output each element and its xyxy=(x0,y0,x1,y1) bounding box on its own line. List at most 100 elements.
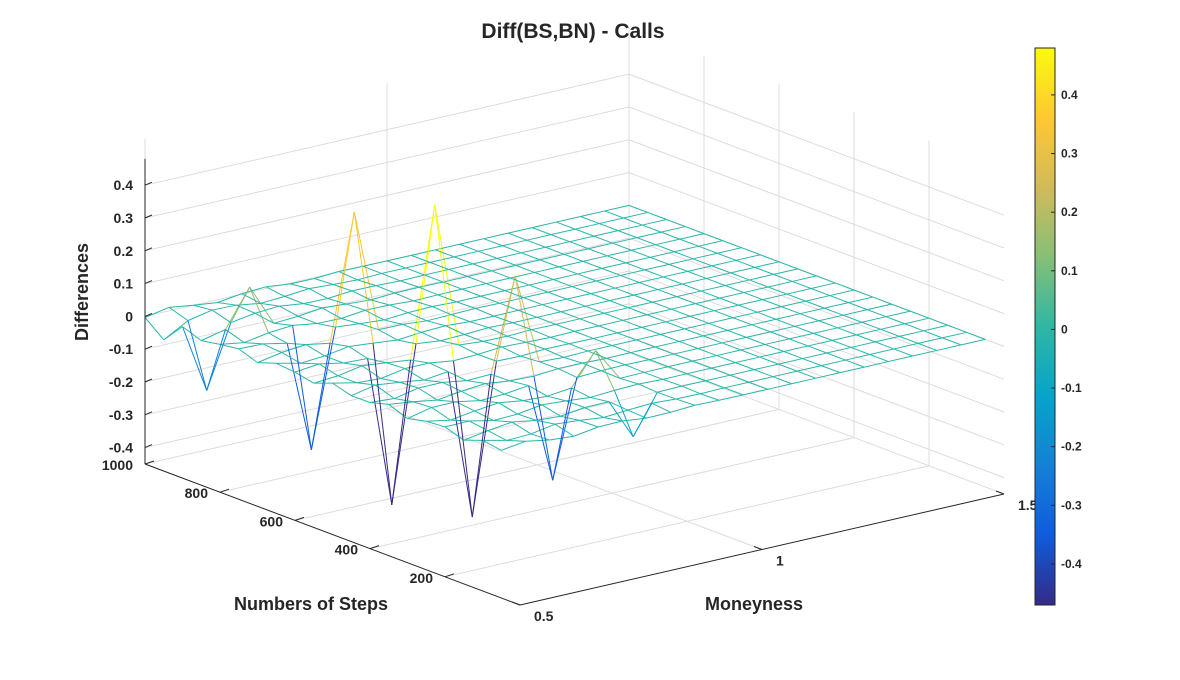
mesh-line xyxy=(692,355,717,362)
mesh-line xyxy=(646,411,671,419)
mesh-line xyxy=(539,356,564,363)
z-grid-line xyxy=(144,237,1005,380)
mesh-line xyxy=(580,210,605,217)
mesh-line xyxy=(483,232,509,240)
x-tick xyxy=(753,546,763,550)
mesh-line xyxy=(555,323,575,332)
mesh-line xyxy=(338,265,363,272)
mesh-line xyxy=(724,381,749,389)
mesh-line xyxy=(418,281,444,288)
mesh-line xyxy=(286,343,312,450)
mesh-line xyxy=(649,353,674,361)
mesh-line xyxy=(429,360,454,364)
mesh-line xyxy=(657,283,683,291)
mesh-line xyxy=(681,380,706,387)
mesh-line xyxy=(397,339,417,345)
mesh-line xyxy=(467,270,492,277)
mesh-line xyxy=(558,260,584,268)
mesh-line xyxy=(942,331,967,339)
mesh-line xyxy=(515,264,535,273)
mesh-line xyxy=(547,291,567,300)
mesh-line xyxy=(431,401,457,408)
mesh-line xyxy=(805,300,825,309)
mesh-line xyxy=(786,288,812,295)
mesh-line xyxy=(805,295,830,302)
mesh-line xyxy=(580,216,600,225)
mesh-line xyxy=(421,325,446,333)
mesh-line xyxy=(405,267,425,276)
mesh-line xyxy=(482,439,502,451)
mesh-line xyxy=(431,407,451,421)
mesh-line xyxy=(593,235,613,244)
mesh-line xyxy=(654,340,680,348)
mesh-line xyxy=(608,401,634,438)
mesh-line xyxy=(609,294,634,302)
axes: 0.5 1 1.5 200 400 600 800 1000-0.4 -0.3 -0.2 -0.1 0… xyxy=(102,158,1038,624)
z-grid-line xyxy=(144,336,1005,479)
mesh-line xyxy=(412,399,438,403)
mesh-line xyxy=(738,299,763,306)
mesh-line xyxy=(437,294,457,303)
mesh-line xyxy=(740,343,766,351)
mesh-line xyxy=(488,322,513,329)
mesh-line xyxy=(539,259,559,268)
mesh-line xyxy=(351,384,376,397)
mesh-line xyxy=(257,352,282,364)
mesh-line xyxy=(404,368,425,381)
mesh-line xyxy=(810,282,836,289)
mesh-line xyxy=(542,304,562,313)
mesh-line xyxy=(762,293,787,301)
mesh-line xyxy=(241,293,261,304)
mesh-line xyxy=(340,309,366,319)
mesh-line xyxy=(343,358,368,364)
mesh-line xyxy=(564,253,584,262)
colorbar: -0.4 -0.3 -0.2 -0.1 0 0.1 0.2 0.3 0.4 xyxy=(1034,47,1082,606)
mesh-line xyxy=(262,343,282,353)
mesh-line xyxy=(542,298,567,306)
mesh-line xyxy=(539,253,565,261)
mesh-line xyxy=(839,366,865,374)
mesh-line xyxy=(960,338,986,346)
mesh-line xyxy=(522,395,548,402)
mesh-line xyxy=(611,345,631,354)
mesh-line xyxy=(322,303,347,309)
mesh-line xyxy=(504,290,524,299)
mesh-line xyxy=(630,346,656,354)
mesh-line xyxy=(369,402,389,405)
mesh-line xyxy=(735,254,761,261)
mesh-line xyxy=(617,224,643,232)
mesh-line xyxy=(300,355,325,364)
mesh-line xyxy=(679,233,705,240)
mesh-line xyxy=(536,419,556,425)
mesh-line xyxy=(729,374,749,383)
mesh-line xyxy=(794,320,820,327)
mesh-line xyxy=(308,288,328,299)
mesh-line xyxy=(654,346,674,355)
mesh-line xyxy=(545,241,570,248)
mesh-line xyxy=(649,256,670,265)
mesh-line xyxy=(388,401,414,405)
mesh-line xyxy=(660,226,686,233)
floor-grid-line xyxy=(386,408,763,550)
mesh-line xyxy=(657,385,682,393)
mesh-line xyxy=(651,398,677,404)
mesh-line xyxy=(617,332,637,341)
colorbar-gradient xyxy=(1034,47,1056,606)
mesh-line xyxy=(389,300,414,306)
mesh-line xyxy=(316,317,342,324)
mesh-line xyxy=(217,293,242,303)
mesh-line xyxy=(642,224,662,233)
mesh-line xyxy=(506,439,526,442)
mesh-line xyxy=(335,323,360,328)
mesh-line xyxy=(561,311,581,320)
mesh-line xyxy=(429,362,449,373)
mesh-line xyxy=(711,259,737,267)
mesh-line xyxy=(249,286,275,324)
mesh-line xyxy=(514,275,540,362)
mesh-line xyxy=(359,319,385,325)
mesh-line xyxy=(407,312,428,322)
mesh-line xyxy=(703,233,723,242)
mesh-line xyxy=(716,355,736,364)
mesh-line xyxy=(464,334,484,342)
mesh-line xyxy=(628,204,648,213)
